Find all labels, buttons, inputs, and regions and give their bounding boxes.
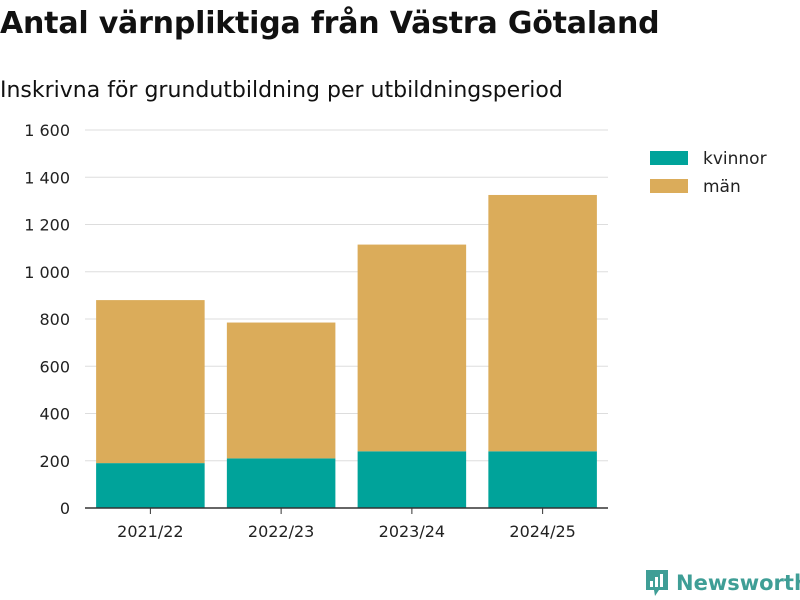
bar-kvinnor — [226, 458, 336, 508]
bar-man — [226, 322, 336, 459]
bar-man — [357, 244, 467, 452]
legend-swatch-man — [650, 179, 688, 193]
bar-man — [96, 300, 205, 464]
legend-swatch-kvinnor — [650, 151, 688, 165]
x-tick-label: 2023/24 — [379, 522, 445, 541]
y-tick-label: 200 — [39, 452, 70, 471]
brand-logo: Newsworthy — [644, 568, 800, 598]
chart-title: Antal värnpliktiga från Västra Götaland — [0, 6, 660, 41]
y-tick-label: 1 600 — [24, 121, 70, 140]
x-tick-label: 2021/22 — [117, 522, 183, 541]
bar-kvinnor — [357, 451, 467, 508]
y-tick-label: 600 — [39, 357, 70, 376]
bar-kvinnor — [488, 451, 597, 508]
y-tick-label: 1 200 — [24, 216, 70, 235]
x-tick-label: 2024/25 — [509, 522, 575, 541]
bar-kvinnor — [96, 463, 205, 508]
y-tick-label: 1 400 — [24, 168, 70, 187]
legend: kvinnor män — [650, 149, 767, 197]
y-tick-label: 400 — [39, 405, 70, 424]
legend-label: män — [703, 177, 741, 197]
y-tick-label: 800 — [39, 310, 70, 329]
y-tick-label: 1 000 — [24, 263, 70, 282]
bar-man — [488, 194, 597, 452]
legend-label: kvinnor — [703, 149, 767, 169]
y-tick-label: 0 — [60, 499, 70, 518]
bars — [96, 194, 597, 508]
newsworthy-logo-icon — [646, 570, 668, 596]
brand-name: Newsworthy — [676, 571, 800, 595]
x-tick-label: 2022/23 — [248, 522, 314, 541]
x-axis-ticks: 2021/22 2022/23 2023/24 2024/25 — [117, 508, 576, 541]
y-axis-ticks: 0 200 400 600 800 1 000 1 200 1 400 1 600 — [24, 121, 70, 518]
chart-subtitle: Inskrivna för grundutbildning per utbild… — [0, 78, 563, 103]
